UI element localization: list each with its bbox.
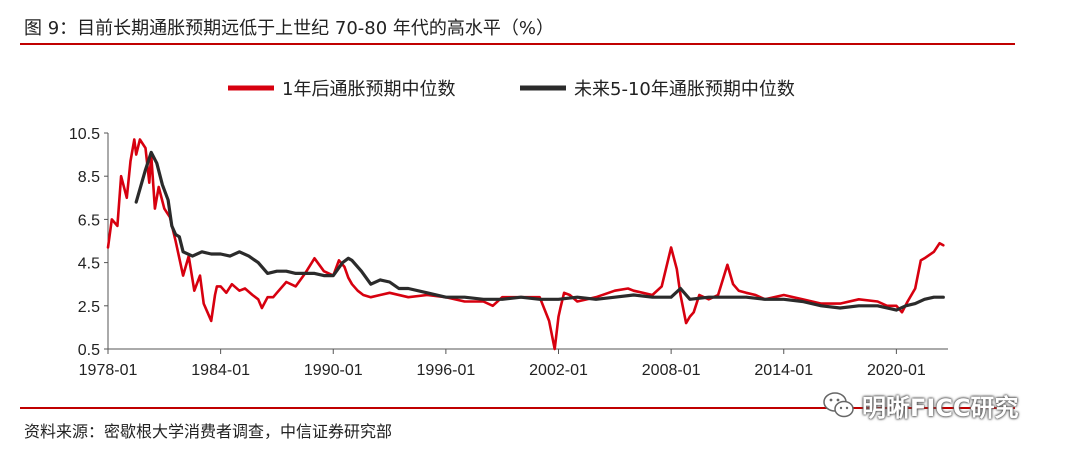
watermark-text: 明晰FICC研究 — [862, 393, 1019, 422]
watermark: 明晰FICC研究 — [822, 388, 1019, 422]
series-line-1y-expectation — [106, 138, 945, 351]
y-tick-label: 0.5 — [78, 342, 100, 359]
source-divider — [20, 407, 1015, 409]
title-divider — [20, 43, 1015, 45]
x-tick-label: 2008-01 — [642, 362, 701, 379]
x-tick-label: 1978-01 — [79, 362, 138, 379]
x-tick-label: 1984-01 — [191, 362, 250, 379]
chart-series — [106, 138, 945, 351]
x-tick-label: 1996-01 — [417, 362, 476, 379]
x-tick-label: 2014-01 — [754, 362, 813, 379]
y-tick-label: 4.5 — [78, 256, 100, 273]
y-tick-label: 10.5 — [69, 126, 100, 143]
chart-axes: 0.5 2.5 4.5 6.5 8.5 10.5 1978-01 1984-01 1990-01… — [69, 126, 948, 379]
y-tick-label: 8.5 — [78, 169, 100, 186]
chart-legend: 1年后通胀预期中位数 未来5-10年通胀预期中位数 — [228, 79, 795, 100]
legend-label: 未来5-10年通胀预期中位数 — [574, 79, 795, 100]
y-tick-label: 6.5 — [78, 212, 100, 229]
x-tick-label: 1990-01 — [304, 362, 363, 379]
x-tick-label: 2020-01 — [867, 362, 926, 379]
wechat-icon — [823, 392, 854, 418]
figure-title: 图 9：目前长期通胀预期远低于上世纪 70-80 年代的高水平（%） — [24, 18, 555, 39]
source-note: 资料来源：密歇根大学消费者调查，中信证券研究部 — [24, 422, 393, 441]
legend-label: 1年后通胀预期中位数 — [282, 79, 455, 100]
y-tick-label: 2.5 — [78, 299, 100, 316]
series-line-5-10y-expectation — [134, 150, 945, 312]
x-tick-label: 2002-01 — [529, 362, 588, 379]
